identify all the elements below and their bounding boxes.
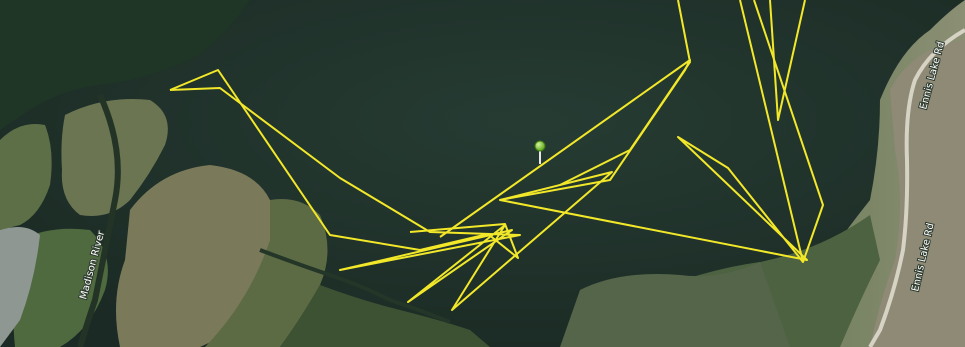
delta-marsh-south [280, 285, 490, 347]
river-channel-branch [259, 248, 451, 324]
gps-track [169, 0, 824, 311]
delta-island-south [205, 199, 328, 347]
north-wetland [0, 0, 250, 130]
location-marker-icon[interactable] [534, 140, 546, 152]
delta-island-west [0, 124, 52, 230]
delta-island-river [13, 228, 108, 347]
delta-island-central [116, 165, 280, 347]
east-shore-sand [870, 40, 965, 347]
river-channel [77, 93, 121, 347]
delta-gray-area [0, 226, 40, 347]
ennis-lake-road [868, 28, 965, 347]
south-land [560, 262, 790, 347]
